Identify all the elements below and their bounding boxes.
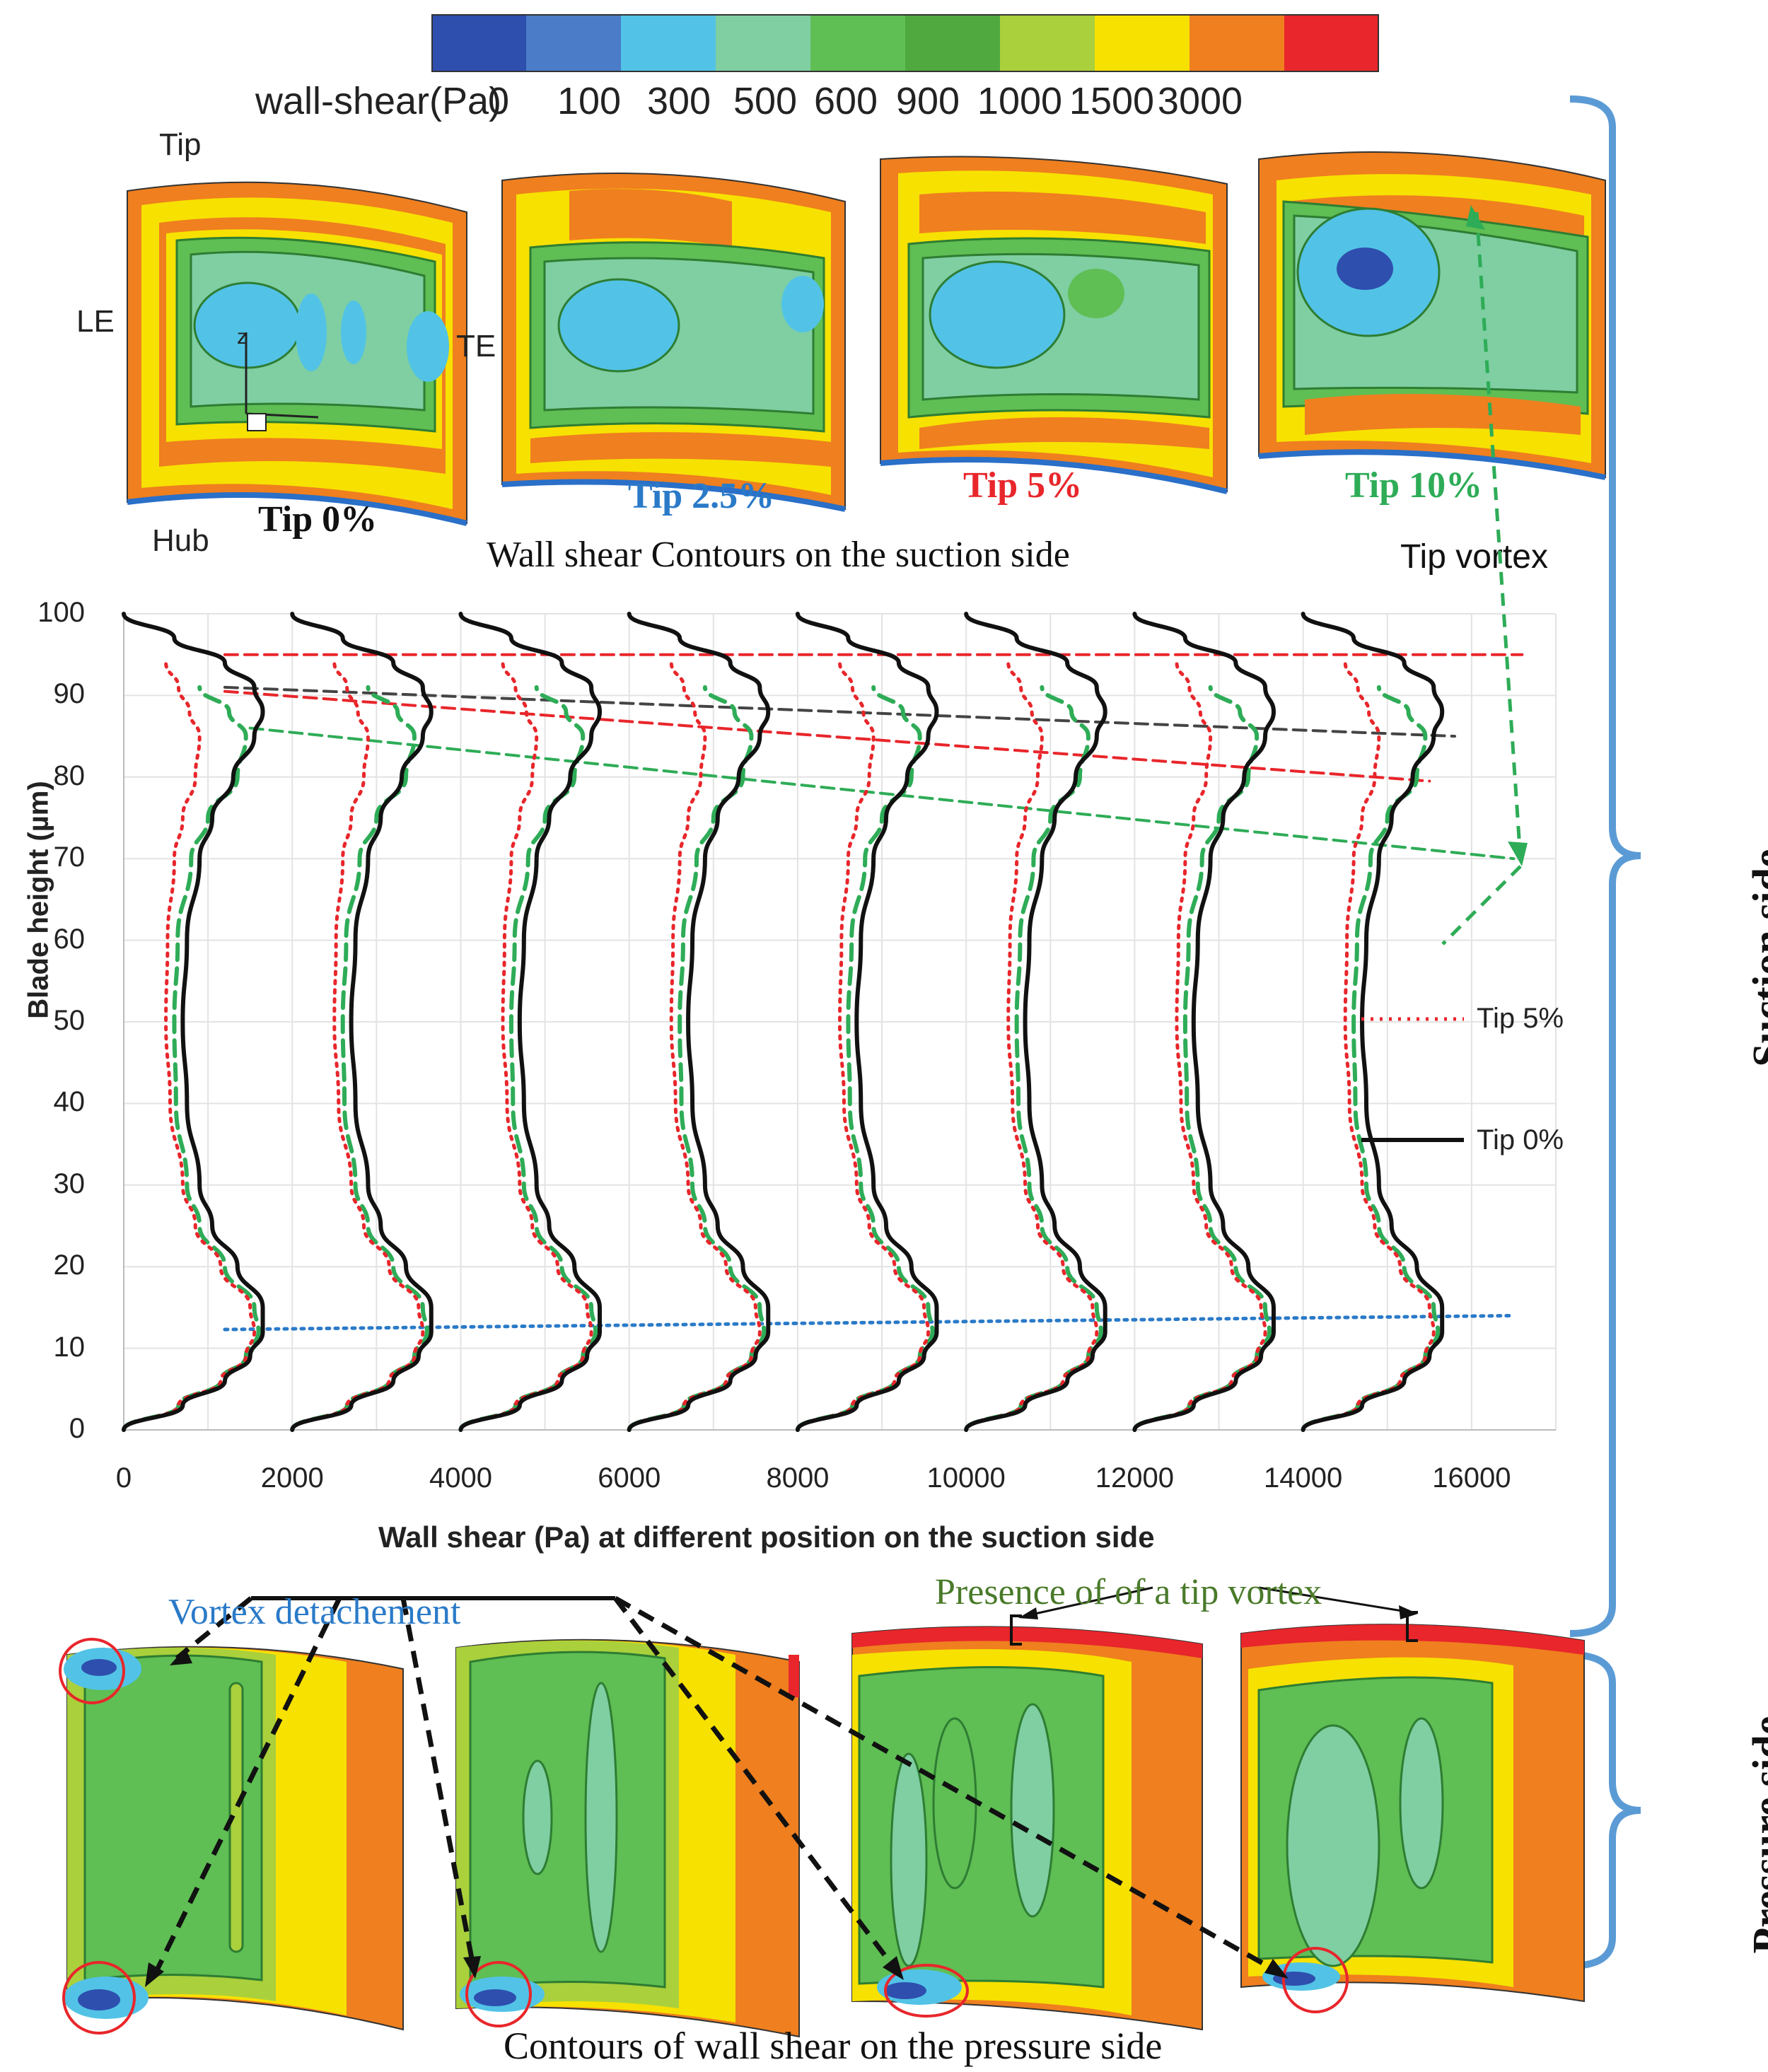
x-tick-label: 10000 [926, 1462, 1006, 1494]
pressure-contour-tip10 [1240, 1624, 1585, 2013]
legend-label-tip0: Tip 0% [1477, 1124, 1564, 1156]
y-tick-label: 100 [37, 597, 85, 628]
profile-line-tip-0--pos3 [458, 612, 603, 1432]
pressure-contour-tip2-5 [455, 1639, 800, 2038]
colorbar-cell [1000, 14, 1095, 72]
profile-line-tip-10--pos3 [458, 685, 598, 1432]
colorbar-tick-label: 900 [895, 80, 960, 122]
caption-tip2-5: Tip 2.5% [628, 476, 775, 516]
colorbar-cell [1095, 14, 1190, 72]
colorbar [431, 14, 1379, 72]
chart-xlabel: Wall shear (Pa) at different position on… [378, 1520, 1155, 1554]
profile-line-tip-10--pos2 [290, 685, 429, 1432]
x-tick-label: 4000 [429, 1462, 492, 1494]
colorbar-cell [1190, 14, 1285, 72]
profile-line-tip-5--pos5 [796, 660, 931, 1432]
y-tick-label: 60 [53, 923, 86, 955]
colorbar-tick-label: 500 [733, 80, 798, 122]
suction-side-label: Suction side [1744, 849, 1768, 1067]
x-tick-label: 2000 [260, 1462, 324, 1494]
y-tick-label: 50 [53, 1005, 86, 1036]
chart-ylabel: Blade height (µm) [23, 781, 54, 1019]
suction-contour-tip5 [880, 156, 1228, 494]
colorbar-tick-label: 600 [813, 80, 878, 122]
profile-line-tip-0--pos1 [122, 612, 265, 1432]
profile-line-tip-0--pos7 [1132, 612, 1276, 1432]
x-tick-label: 6000 [598, 1462, 661, 1494]
profile-line-tip-5--pos2 [290, 660, 425, 1432]
y-tick-label: 30 [53, 1168, 86, 1199]
y-tick-label: 70 [53, 842, 86, 873]
colorbar-tick-label: 3000 [1157, 80, 1243, 122]
colorbar-cell [431, 14, 527, 72]
profile-line-tip-10--pos6 [964, 685, 1103, 1432]
tip-vortex-arrow [1475, 211, 1523, 860]
colorbar-tick-label: 0 [487, 80, 510, 122]
side-brackets [1569, 95, 1641, 1969]
caption-tip10: Tip 10% [1345, 465, 1483, 506]
colorbar-tick-label: 1500 [1069, 80, 1155, 122]
x-tick-label: 16000 [1432, 1462, 1511, 1494]
colorbar-title: wall-shear(Pa) [255, 80, 502, 122]
y-tick-label: 80 [53, 759, 86, 791]
y-tick-label: 20 [53, 1250, 86, 1281]
profile-line-tip-0--pos4 [627, 612, 771, 1432]
suction-contour-tip0 [127, 181, 467, 526]
pressure-contours-caption: Contours of wall shear on the pressure s… [504, 2025, 1163, 2067]
y-tick-label: 40 [53, 1086, 86, 1118]
suction-contour-tip2-5 [501, 173, 846, 512]
label-le: LE [76, 304, 115, 339]
label-z-axis: z [237, 325, 248, 349]
profile-line-tip-0--pos2 [290, 612, 434, 1432]
y-tick-label: 0 [69, 1413, 85, 1444]
colorbar-cell [716, 14, 811, 72]
pressure-side-label: Pressure side [1744, 1716, 1768, 1954]
reference-line-tip10-peak-trend [248, 726, 1516, 861]
colorbar-cell [526, 14, 622, 72]
caption-tip0: Tip 0% [258, 499, 378, 540]
colorbar-cell [810, 14, 906, 72]
label-hub: Hub [152, 523, 209, 558]
suction-contour-tip10 [1258, 151, 1606, 480]
colorbar-cell [905, 14, 1001, 72]
profile-line-tip-5--pos4 [627, 660, 762, 1432]
reference-line-hub-peak-line [223, 1313, 1516, 1332]
caption-tip5: Tip 5% [963, 465, 1083, 506]
x-tick-label: 0 [115, 1462, 132, 1494]
profile-line-tip-0--pos6 [964, 612, 1107, 1432]
colorbar-tick-label: 100 [557, 80, 622, 122]
vortex-detachment-label: Vortex detachement [168, 1592, 461, 1632]
pressure-contours [59, 1586, 1585, 2038]
pressure-contour-tip0 [59, 1638, 404, 2035]
legend-label-tip5: Tip 5% [1477, 1003, 1564, 1034]
reference-line-tip0-peak-trend [223, 685, 1457, 738]
profile-line-tip-5--pos6 [964, 660, 1099, 1432]
label-tip: Tip [159, 127, 202, 162]
profile-line-tip-0--pos5 [795, 612, 939, 1432]
y-tick-label: 10 [53, 1331, 86, 1363]
profile-line-tip-10--pos5 [795, 685, 935, 1432]
colorbar-cell [1284, 14, 1379, 72]
colorbar-tick-label: 300 [646, 80, 711, 122]
x-tick-label: 14000 [1264, 1462, 1343, 1494]
profile-line-tip-5--pos8 [1301, 660, 1436, 1432]
profile-line-tip-10--pos1 [122, 685, 261, 1432]
tip-vortex-presence-label: Presence of of a tip vortex [935, 1572, 1322, 1612]
profile-line-tip-5--pos3 [458, 660, 593, 1432]
tip-vortex-label: Tip vortex [1400, 538, 1548, 576]
profile-line-tip-0--pos8 [1301, 612, 1445, 1432]
y-tick-label: 90 [53, 678, 86, 710]
profile-line-tip-5--pos7 [1132, 660, 1267, 1432]
label-te: TE [456, 329, 496, 363]
colorbar-cell [621, 14, 716, 72]
reference-line-tip5-peak-trend [223, 689, 1431, 783]
x-tick-label: 12000 [1095, 1462, 1175, 1494]
profile-line-tip-5--pos1 [122, 660, 257, 1432]
colorbar-tick-label: 1000 [977, 80, 1063, 122]
suction-contours-caption: Wall shear Contours on the suction side [487, 535, 1070, 575]
profile-line-tip-10--pos4 [627, 685, 767, 1432]
x-tick-label: 8000 [766, 1462, 830, 1494]
